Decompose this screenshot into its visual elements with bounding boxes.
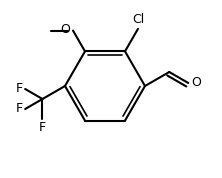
Text: F: F [39,121,46,134]
Text: O: O [191,77,201,90]
Text: O: O [60,23,70,36]
Text: F: F [16,103,23,116]
Text: Cl: Cl [132,13,144,26]
Text: F: F [16,82,23,95]
